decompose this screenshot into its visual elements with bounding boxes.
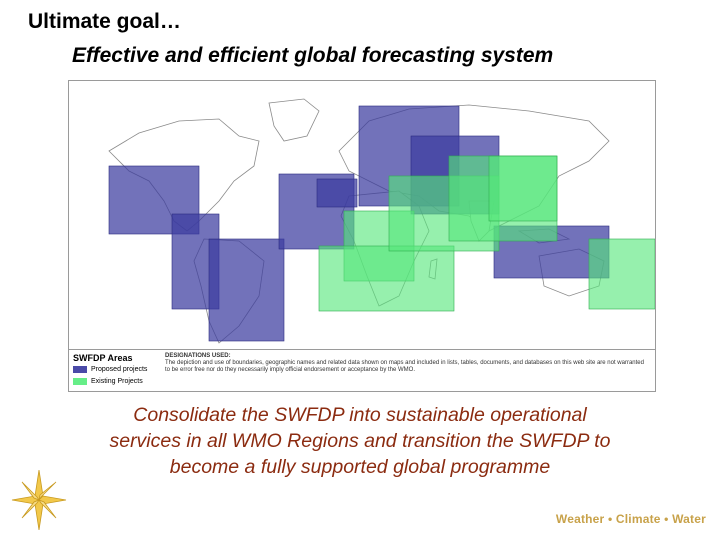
- designations-text: The depiction and use of boundaries, geo…: [165, 360, 644, 373]
- slide-title: Ultimate goal…: [28, 10, 181, 33]
- legend-item-existing: Existing Projects: [73, 378, 143, 385]
- existing-area-east-asia: [488, 155, 558, 222]
- existing-area-south-africa: [318, 245, 455, 312]
- designations-heading: DESIGNATIONS USED:: [165, 353, 231, 359]
- proposed-area-south-america: [208, 238, 285, 342]
- legend-label-proposed: Proposed projects: [91, 366, 148, 373]
- legend-item-proposed: Proposed projects: [73, 366, 147, 373]
- existing-area-southwest-pacific: [588, 238, 655, 310]
- legend-title: SWFDP Areas: [73, 353, 133, 363]
- proposed-swatch: [73, 366, 87, 373]
- existing-project-areas: [318, 155, 655, 312]
- proposed-area-west-africa: [316, 178, 358, 208]
- caption-line-1: Consolidate the SWFDP into sustainable o…: [133, 404, 587, 426]
- footer-tagline: Weather • Climate • Water: [555, 512, 706, 526]
- swfdp-map: SWFDP Areas Proposed projects Existing P…: [68, 80, 656, 392]
- slide-subtitle: Effective and efficient global forecasti…: [72, 44, 554, 67]
- greenland-outline: [268, 98, 320, 142]
- map-legend: SWFDP Areas Proposed projects Existing P…: [69, 349, 655, 391]
- caption-line-3: become a fully supported global programm…: [169, 456, 551, 478]
- compass-star-icon: [11, 469, 67, 531]
- world-map: [69, 81, 655, 349]
- designations-note: DESIGNATIONS USED: The depiction and use…: [165, 353, 645, 374]
- existing-swatch: [73, 378, 87, 385]
- caption: Consolidate the SWFDP into sustainable o…: [20, 402, 700, 480]
- caption-line-2: services in all WMO Regions and transiti…: [109, 430, 611, 452]
- legend-label-existing: Existing Projects: [91, 378, 143, 385]
